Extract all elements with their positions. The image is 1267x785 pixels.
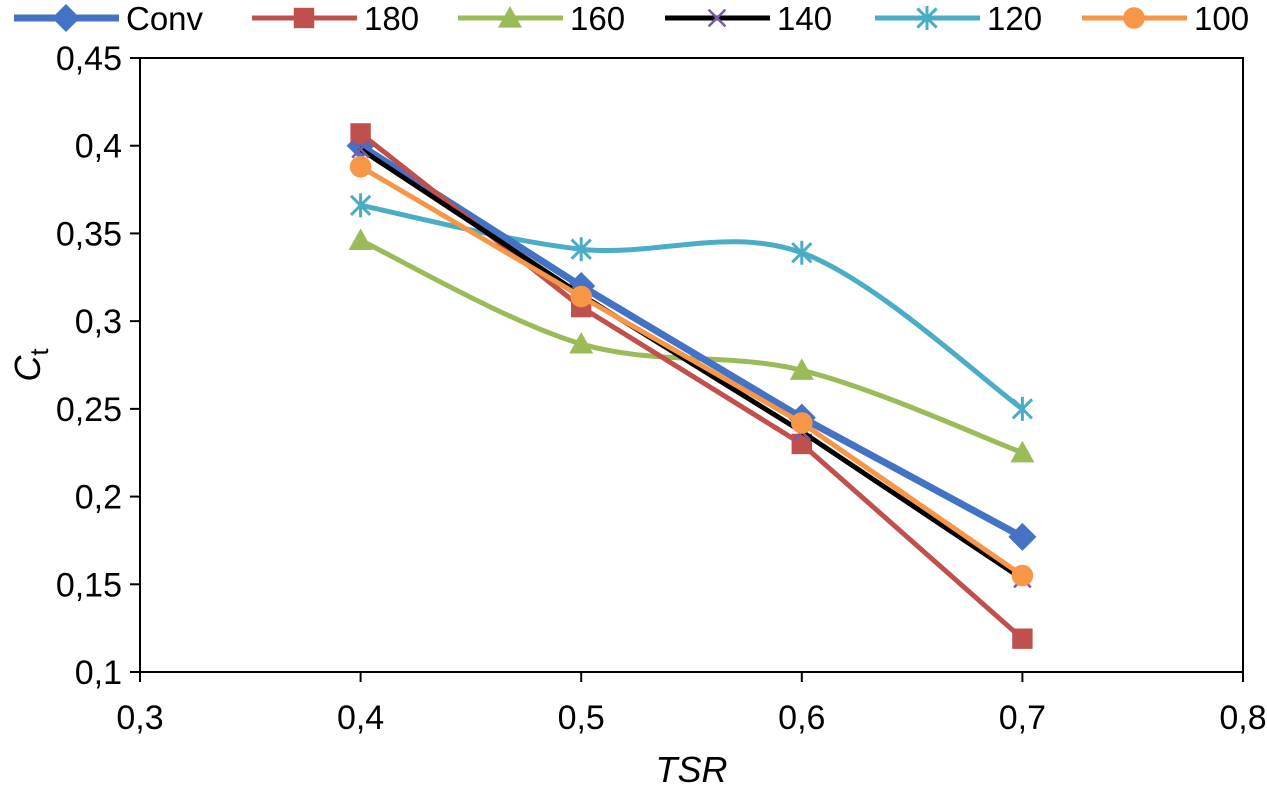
series-conv bbox=[346, 131, 1037, 551]
x-axis-title: TSR bbox=[656, 749, 728, 785]
data-point-marker bbox=[349, 193, 372, 218]
series-120 bbox=[349, 193, 1034, 421]
series-line bbox=[357, 142, 1026, 541]
data-point-marker bbox=[916, 6, 938, 30]
data-point-marker bbox=[1011, 564, 1034, 587]
data-point-marker bbox=[789, 358, 814, 380]
data-point-marker bbox=[348, 228, 373, 251]
series-160 bbox=[348, 228, 1035, 463]
y-tick-label: 0,4 bbox=[75, 128, 122, 166]
series-line bbox=[358, 164, 1025, 579]
legend-label: 120 bbox=[987, 0, 1042, 37]
data-point-marker bbox=[1008, 522, 1037, 551]
plot-border bbox=[139, 57, 1244, 673]
data-point-marker bbox=[570, 285, 592, 308]
data-point-marker bbox=[52, 4, 80, 32]
legend: Conv 180 160 140 120 100 bbox=[14, 0, 1249, 37]
legend-item-conv: Conv bbox=[14, 0, 204, 37]
y-tick-label: 0,2 bbox=[75, 479, 122, 517]
y-axis-title-subscript: t bbox=[24, 348, 54, 356]
x-tick-label: 0,5 bbox=[558, 699, 605, 737]
x-tick-label: 0,8 bbox=[1219, 699, 1266, 737]
series-layer bbox=[346, 123, 1037, 649]
series-line bbox=[358, 146, 1025, 582]
data-point-marker bbox=[498, 6, 522, 28]
data-point-marker bbox=[1123, 7, 1145, 29]
legend-label: 160 bbox=[570, 0, 625, 37]
data-point-marker bbox=[351, 139, 370, 159]
data-point-marker bbox=[791, 433, 812, 455]
x-tick-label: 0,4 bbox=[337, 699, 384, 737]
data-point-marker bbox=[350, 123, 371, 144]
data-point-marker bbox=[1012, 628, 1033, 649]
legend-item-120: 120 bbox=[875, 0, 1042, 37]
series-line bbox=[358, 237, 1025, 456]
y-tick-label: 0,35 bbox=[56, 215, 122, 253]
data-point-marker bbox=[293, 7, 315, 29]
y-axis-title-main: C bbox=[7, 355, 48, 382]
y-tick-label: 0,15 bbox=[56, 566, 122, 604]
data-point-marker bbox=[791, 240, 813, 265]
data-point-marker bbox=[707, 8, 727, 28]
data-point-marker bbox=[1010, 440, 1035, 463]
y-tick-label: 0,1 bbox=[75, 654, 122, 692]
plot-area bbox=[139, 57, 1244, 673]
data-point-marker bbox=[349, 155, 372, 178]
data-point-marker bbox=[1011, 396, 1034, 421]
y-tick-label: 0,3 bbox=[75, 303, 122, 341]
data-point-marker bbox=[791, 412, 813, 434]
y-tick-label: 0,25 bbox=[56, 391, 122, 429]
x-tick-label: 0,6 bbox=[778, 699, 825, 737]
x-tick-label: 0,7 bbox=[999, 699, 1046, 737]
y-tick-label: 0,45 bbox=[56, 40, 122, 78]
legend-item-100: 100 bbox=[1082, 0, 1249, 37]
legend-label: 140 bbox=[777, 0, 832, 37]
y-axis-title: Ct bbox=[7, 348, 54, 382]
legend-item-140: 140 bbox=[665, 0, 832, 37]
axis-ticks: 0,1 0,15 0,2 0,25 0,3 0,35 0,4 0,45 0,3 0,4 0,5 0,6… bbox=[56, 40, 1267, 737]
data-point-marker bbox=[569, 331, 594, 354]
series-100 bbox=[349, 155, 1034, 587]
legend-item-180: 180 bbox=[252, 0, 419, 37]
data-point-marker bbox=[570, 237, 592, 262]
legend-item-160: 160 bbox=[458, 0, 625, 37]
legend-label: 180 bbox=[364, 0, 419, 37]
legend-label: Conv bbox=[126, 0, 204, 37]
series-line bbox=[358, 130, 1025, 642]
legend-label: 100 bbox=[1194, 0, 1249, 37]
x-tick-label: 0,3 bbox=[116, 699, 163, 737]
